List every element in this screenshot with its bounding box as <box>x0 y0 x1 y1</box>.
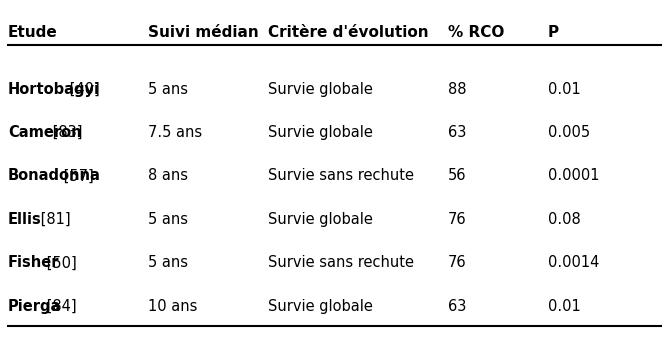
Text: 5 ans: 5 ans <box>148 255 188 270</box>
Text: 88: 88 <box>448 82 466 97</box>
Text: 76: 76 <box>448 212 466 227</box>
Text: 63: 63 <box>448 299 466 314</box>
Text: [81]: [81] <box>36 212 71 227</box>
Text: [83]: [83] <box>47 125 82 140</box>
Text: [84]: [84] <box>42 299 77 314</box>
Text: Survie globale: Survie globale <box>268 125 373 140</box>
Text: 0.01: 0.01 <box>548 82 581 97</box>
Text: % RCO: % RCO <box>448 25 504 40</box>
Text: 10 ans: 10 ans <box>148 299 197 314</box>
Text: [40]: [40] <box>65 82 100 97</box>
Text: P: P <box>548 25 559 40</box>
Text: Survie globale: Survie globale <box>268 212 373 227</box>
Text: Pierga: Pierga <box>8 299 62 314</box>
Text: Cameron: Cameron <box>8 125 82 140</box>
Text: Survie sans rechute: Survie sans rechute <box>268 168 414 184</box>
Text: 0.08: 0.08 <box>548 212 581 227</box>
Text: Suivi médian: Suivi médian <box>148 25 259 40</box>
Text: 5 ans: 5 ans <box>148 212 188 227</box>
Text: 0.005: 0.005 <box>548 125 590 140</box>
Text: 7.5 ans: 7.5 ans <box>148 125 202 140</box>
Text: Fisher: Fisher <box>8 255 60 270</box>
Text: Etude: Etude <box>8 25 58 40</box>
Text: Survie globale: Survie globale <box>268 299 373 314</box>
Text: [50]: [50] <box>42 255 77 270</box>
Text: 63: 63 <box>448 125 466 140</box>
Text: Survie globale: Survie globale <box>268 82 373 97</box>
Text: Survie sans rechute: Survie sans rechute <box>268 255 414 270</box>
Text: 0.0001: 0.0001 <box>548 168 599 184</box>
Text: 5 ans: 5 ans <box>148 82 188 97</box>
Text: 0.01: 0.01 <box>548 299 581 314</box>
Text: 0.0014: 0.0014 <box>548 255 599 270</box>
Text: 56: 56 <box>448 168 466 184</box>
Text: Ellis: Ellis <box>8 212 41 227</box>
Text: Critère d'évolution: Critère d'évolution <box>268 25 429 40</box>
Text: Hortobagyi: Hortobagyi <box>8 82 100 97</box>
Text: Bonadonna: Bonadonna <box>8 168 101 184</box>
Text: 76: 76 <box>448 255 466 270</box>
Text: [57]: [57] <box>59 168 94 184</box>
Text: 8 ans: 8 ans <box>148 168 188 184</box>
